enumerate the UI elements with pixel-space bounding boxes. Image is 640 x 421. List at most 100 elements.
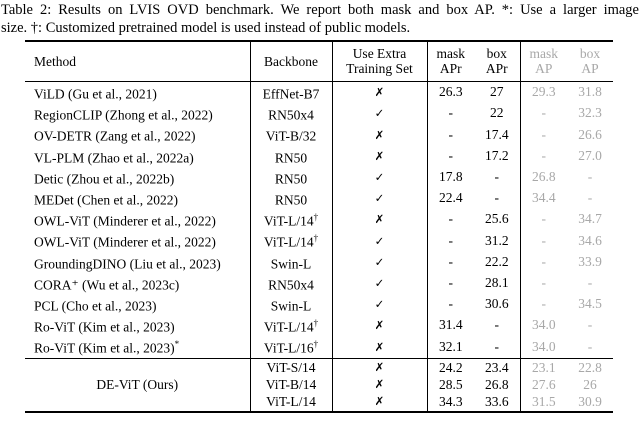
cell-extra-mark: ✓ [331,294,427,316]
cell-ours-method: DE-ViT (Ours) [25,357,250,412]
cell-method: CORA⁺ (Wu et al., 2023c) [34,277,180,293]
cell-mask-apr: - [426,294,474,316]
cell-mask-apr: 24.2 [426,357,474,377]
cell-box-ap: 33.9 [578,253,602,269]
cell-mask-ap: 31.5 [519,393,567,412]
cell-mask-apr: 34.3 [426,393,474,412]
table-row: Detic (Zhou et al., 2022b) RN50 ✓ 17.8 -… [25,166,613,189]
cell-mask-ap: 23.1 [519,357,567,377]
cell-box-apr: - [494,338,500,354]
cell-mask-apr: - [426,124,474,146]
cell-mask-apr: - [426,103,474,125]
cell-mask-ap: 27.6 [519,376,567,394]
cell-box-apr: 33.6 [484,394,509,410]
cell-method: VL-PLM (Zhao et al., 2022a) [34,150,194,166]
cell-box-apr: - [494,169,500,185]
cell-mask-ap: - [519,103,567,125]
cell-mask-ap: 34.0 [519,315,567,337]
cell-mask-ap: 34.0 [519,336,567,359]
cell-extra-mark: ✗ [331,376,427,394]
table-row: ViLD (Gu et al., 2021) EffNet-B7 ✗ 26.3 … [25,81,613,104]
cell-mask-ap: 29.3 [519,81,567,104]
cell-mask-apr: - [426,145,474,167]
table-row: RegionCLIP (Zhong et al., 2022) RN50x4 ✓… [25,103,613,125]
cell-mask-ap: - [519,209,567,231]
cell-box-apr: 26.8 [484,377,509,393]
cell-backbone: ViT-L/14 [249,393,332,412]
cell-backbone: ViT-B/14 [249,376,332,394]
cell-mask-apr: - [426,209,474,231]
cell-mask-ap: - [519,251,567,273]
col-header-method: Method [25,41,250,82]
cell-mask-ap: - [519,294,567,316]
cell-extra-mark: ✓ [331,230,427,252]
cell-extra-mark: ✗ [331,124,427,146]
cell-backbone: ViT-S/14 [249,357,332,377]
cell-backbone: RN50 [249,188,332,210]
cell-backbone: ViT-L/16† [249,336,332,359]
cell-mask-apr: 22.4 [426,188,474,210]
table2-caption-line2: size. †: Customized pretrained model is … [1,20,411,36]
cell-extra-mark: ✓ [331,251,427,273]
cell-mask-ap: - [519,145,567,167]
cell-backbone: ViT-L/14† [249,315,332,337]
cell-backbone: RN50x4 [249,103,332,125]
cell-method: GroundingDINO (Liu et al., 2023) [34,256,221,272]
table-row: VL-PLM (Zhao et al., 2022a) RN50 ✗ - 17.… [25,145,613,167]
col-header-mask-ap: mask AP [519,41,567,82]
cell-box-ap: - [587,275,593,291]
cell-box-ap: 27.0 [578,147,602,163]
table-row: OWL-ViT (Minderer et al., 2022) ViT-L/14… [25,230,613,252]
cell-extra-mark: ✓ [331,166,427,189]
cell-box-ap: 34.6 [578,232,602,248]
cell-extra-mark: ✓ [331,272,427,295]
col-header-box-ap: box AP [567,41,613,82]
cell-box-ap: 34.5 [578,296,602,312]
cell-box-apr: 22 [490,105,504,121]
cell-box-apr: 30.6 [484,296,509,312]
cell-backbone: Swin-L [249,294,332,316]
cell-mask-apr: 26.3 [426,81,474,104]
cell-method: Detic (Zhou et al., 2022b) [34,171,175,187]
cell-box-ap: 32.3 [578,105,602,121]
cell-backbone: RN50x4 [249,272,332,295]
cell-box-ap: 30.9 [578,394,602,410]
cell-mask-ap: 34.4 [519,188,567,210]
cell-method: OV-DETR (Zang et al., 2022) [34,128,196,144]
cell-box-apr: 23.4 [474,357,520,377]
cell-mask-apr: 32.1 [426,336,474,359]
cell-box-apr: 25.6 [484,211,509,227]
cell-box-ap: 26 [583,377,597,393]
cell-box-apr: 17.2 [484,147,509,163]
cell-extra-mark: ✗ [331,357,427,377]
table-row: MEDet (Chen et al., 2022) RN50 ✓ 22.4 - … [25,188,613,210]
cell-mask-apr: 28.5 [426,376,474,394]
cell-box-apr: - [494,317,500,333]
cell-extra-mark: ✗ [331,145,427,167]
header-row: Method Backbone Use Extra Training Set m… [25,41,613,82]
cell-extra-mark: ✗ [331,315,427,337]
cell-mask-apr: 31.4 [426,315,474,337]
cell-extra-mark: ✗ [331,336,427,359]
cell-mask-apr: - [426,272,474,295]
cell-extra-mark: ✗ [331,393,427,412]
cell-box-ap: - [587,317,593,333]
cell-mask-apr: 17.8 [426,166,474,189]
col-header-box-apr: box APr [474,41,520,82]
cell-box-ap: - [587,169,593,185]
cell-mask-apr: - [426,230,474,252]
table-row: Ro-ViT (Kim et al., 2023)* ViT-L/16† ✗ 3… [25,336,613,359]
cell-backbone: ViT-B/32 [249,124,332,146]
cell-box-apr: 17.4 [484,126,509,142]
cell-method: ViLD (Gu et al., 2021) [34,86,157,102]
cell-extra-mark: ✓ [331,188,427,210]
cell-extra-mark: ✗ [331,81,427,104]
cell-method: Ro-ViT (Kim et al., 2023) [34,319,175,335]
ours-row: DE-ViT (Ours) ViT-S/14 ✗ 24.2 23.4 23.1 … [25,357,613,412]
ours-row: ViT-L/14 ✗ 34.3 33.6 31.5 30.9 [25,393,613,412]
cell-backbone: EffNet-B7 [249,81,332,104]
col-header-mask-apr: mask APr [426,41,474,82]
cell-extra-mark: ✓ [331,103,427,125]
table-row: OV-DETR (Zang et al., 2022) ViT-B/32 ✗ -… [25,124,613,146]
cell-backbone: ViT-L/14† [249,230,332,252]
